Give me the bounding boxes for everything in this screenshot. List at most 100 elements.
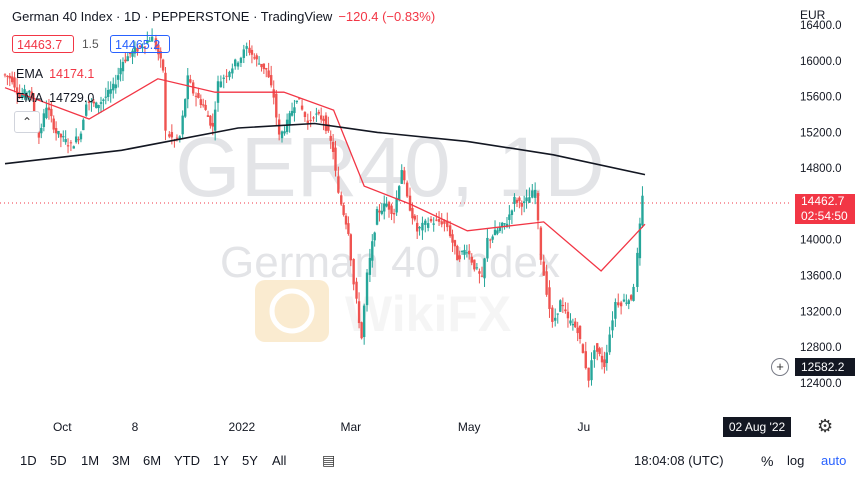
gear-icon[interactable]: ⚙ (817, 416, 834, 436)
candle-body (124, 59, 127, 62)
candle-body (465, 252, 469, 254)
candle-body (50, 108, 53, 117)
candle-body (617, 302, 620, 306)
candle-body (317, 111, 320, 114)
range-1y-button[interactable]: 1Y (213, 453, 229, 468)
percent-scale-toggle[interactable]: % (761, 453, 774, 469)
candles (3, 28, 644, 388)
candle-body (510, 210, 514, 215)
candle-body (119, 68, 122, 75)
candle-body (69, 142, 73, 144)
candle-body (6, 75, 9, 77)
legend-collapse-button[interactable]: ⌃ (14, 111, 40, 133)
candle-body (400, 170, 403, 184)
candle-body (590, 360, 593, 381)
candle-body (355, 281, 358, 299)
buy-price-button[interactable]: 14465.2 (110, 35, 170, 53)
candle-body (64, 139, 67, 143)
candle-body (300, 105, 304, 110)
ema-slow-line (4, 122, 646, 176)
price-chart[interactable]: GER40, 1D German 40 Index WikiFX 12400.0… (0, 0, 865, 448)
candle-body (375, 209, 379, 225)
candle-body (30, 91, 33, 99)
candle-body (121, 61, 125, 72)
range-all-button[interactable]: All (272, 453, 287, 468)
candle-body (536, 193, 540, 221)
candle-body (371, 241, 374, 261)
candle-body (248, 47, 251, 53)
candle-body (329, 135, 332, 141)
candle-body (368, 257, 372, 275)
candle-body (77, 139, 80, 141)
candle-body (228, 71, 231, 78)
range-5d-button[interactable]: 5D (50, 453, 67, 468)
ema-legend-fast[interactable]: EMA 14174.1 (16, 67, 94, 81)
candle-body (415, 222, 419, 232)
ema-legend-slow[interactable]: EMA 14729.0 (16, 91, 94, 105)
candle-body (42, 113, 46, 127)
candle-body (265, 68, 268, 70)
candle-body (242, 49, 246, 58)
calendar-icon[interactable]: ▤ (322, 452, 336, 468)
candle-body (146, 40, 149, 44)
candle-body (79, 133, 83, 140)
chevron-up-icon: ⌃ (21, 115, 33, 129)
candle-body (496, 230, 499, 234)
candle-body (405, 182, 409, 197)
candle-body (522, 201, 526, 204)
candle-body (342, 205, 345, 215)
candle-body (641, 195, 644, 226)
price-tick-label: 13600.0 (800, 271, 842, 283)
clock-display[interactable]: 18:04:08 (UTC) (634, 453, 724, 468)
candle-body (437, 218, 441, 222)
log-scale-toggle[interactable]: log (787, 453, 805, 468)
candle-body (460, 251, 464, 253)
candle-body (349, 234, 352, 261)
candle-body (337, 176, 340, 193)
candle-body (491, 236, 494, 240)
candle-body (293, 107, 296, 114)
candle-body (324, 115, 328, 131)
candle-body (424, 220, 427, 225)
range-6m-button[interactable]: 6M (143, 453, 162, 468)
currency-label[interactable]: EUR (800, 8, 826, 22)
candle-body (112, 83, 115, 91)
range-1d-button[interactable]: 1D (20, 453, 37, 468)
candle-body (413, 215, 416, 220)
time-tick-label: Mar (340, 420, 361, 434)
candle-body (426, 223, 430, 228)
candle-body (598, 348, 601, 354)
candle-body (566, 311, 570, 319)
candle-body (267, 70, 270, 78)
ema-fast-line (4, 78, 646, 272)
range-5y-button[interactable]: 5Y (242, 453, 258, 468)
range-1m-button[interactable]: 1M (81, 453, 100, 468)
candle-body (380, 210, 384, 214)
candle-body (136, 47, 139, 52)
candle-body (556, 313, 559, 315)
candle-body (199, 99, 203, 106)
candle-body (82, 119, 85, 131)
candle-body (15, 87, 19, 95)
range-3m-button[interactable]: 3M (112, 453, 131, 468)
candle-body (559, 300, 562, 312)
candle-body (161, 59, 165, 71)
candle-body (213, 109, 217, 131)
candle-body (605, 352, 608, 364)
candle-body (525, 197, 528, 202)
symbol-title[interactable]: German 40 Index · 1D · PEPPERSTONE · Tra… (12, 9, 333, 24)
candle-body (327, 124, 330, 131)
auto-scale-toggle[interactable]: auto (821, 453, 847, 468)
candle-body (312, 117, 315, 119)
candle-body (561, 304, 565, 307)
sell-price-button[interactable]: 14463.7 (12, 35, 74, 53)
candle-body (66, 145, 70, 147)
candle-body (272, 89, 275, 98)
candle-body (97, 104, 100, 109)
candle-body (23, 89, 26, 98)
candle-body (245, 46, 248, 49)
plus-icon[interactable]: + (771, 358, 789, 376)
candle-body (262, 63, 266, 70)
time-axis[interactable]: Oct 8 2022 Mar May Ju (53, 420, 590, 434)
range-ytd-button[interactable]: YTD (174, 453, 200, 468)
